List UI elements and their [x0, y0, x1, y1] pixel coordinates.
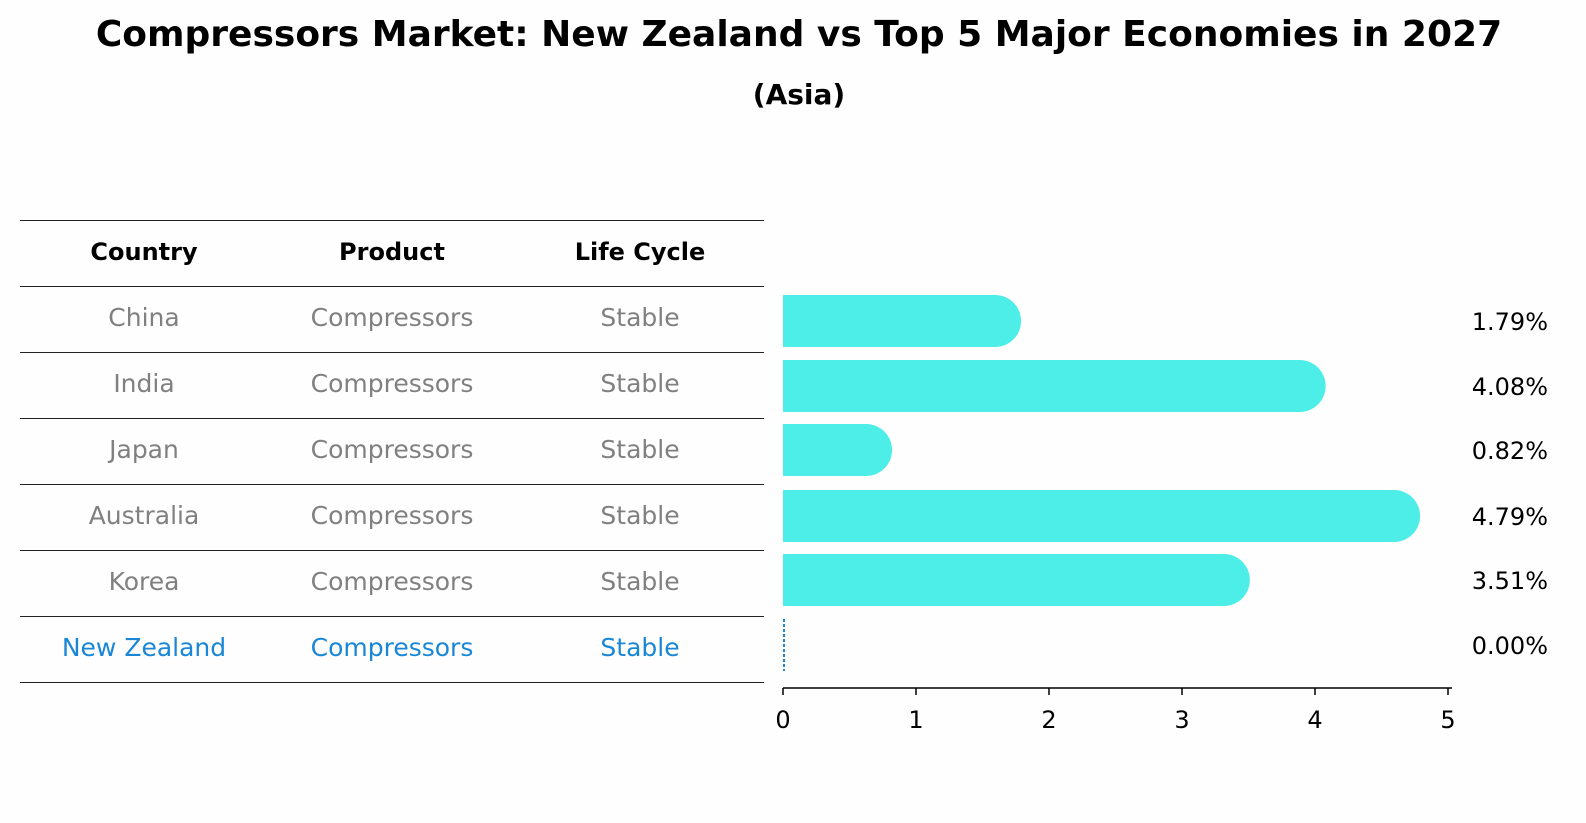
value-label: 4.79%: [1472, 503, 1548, 531]
bar: [783, 424, 893, 476]
table-cell-country: New Zealand: [61, 633, 227, 662]
value-label: 3.51%: [1472, 567, 1548, 595]
table-cell-life-cycle: Stable: [600, 567, 680, 596]
value-label: 1.79%: [1472, 308, 1548, 336]
table-cell-product: Compressors: [310, 435, 474, 464]
x-tick-label: 1: [908, 706, 923, 734]
value-label: 4.08%: [1472, 373, 1548, 401]
chart-title: Compressors Market: New Zealand vs Top 5…: [95, 14, 1503, 55]
x-tick-label: 0: [775, 706, 790, 734]
x-tick-label: 4: [1307, 706, 1322, 734]
table-rule: [20, 550, 764, 551]
table-cell-country: China: [108, 303, 180, 332]
header-country: Country: [90, 238, 198, 266]
table-rule-header: [20, 286, 764, 287]
table-rule: [20, 616, 764, 617]
bar: [783, 554, 1250, 606]
header-life-cycle: Life Cycle: [574, 238, 706, 266]
table-cell-life-cycle: Stable: [600, 501, 680, 530]
table-cell-country: Korea: [108, 567, 180, 596]
table-cell-product: Compressors: [310, 567, 474, 596]
x-tick-label: 5: [1440, 706, 1455, 734]
table-cell-product: Compressors: [310, 369, 474, 398]
table-rule: [20, 484, 764, 485]
header-product: Product: [339, 238, 445, 266]
table-rule-top: [20, 220, 764, 221]
table-cell-country: Japan: [109, 435, 179, 464]
bar: [783, 490, 1421, 542]
table-cell-life-cycle: Stable: [600, 303, 680, 332]
table-cell-life-cycle: Stable: [600, 369, 680, 398]
table-cell-product: Compressors: [310, 501, 474, 530]
chart-subtitle: (Asia): [752, 78, 846, 111]
table-cell-product: Compressors: [310, 303, 474, 332]
table-cell-product: Compressors: [310, 633, 474, 662]
table-cell-country: Australia: [88, 501, 200, 530]
bar: [783, 360, 1326, 412]
table-rule: [20, 352, 764, 353]
value-label: 0.82%: [1472, 437, 1548, 465]
table-rule: [20, 418, 764, 419]
table-cell-life-cycle: Stable: [600, 633, 680, 662]
value-label: 0.00%: [1472, 632, 1548, 660]
table-rule: [20, 682, 764, 683]
table-cell-life-cycle: Stable: [600, 435, 680, 464]
bar: [783, 295, 1022, 347]
x-tick-label: 2: [1041, 706, 1056, 734]
x-tick-label: 3: [1174, 706, 1189, 734]
table-cell-country: India: [113, 369, 175, 398]
